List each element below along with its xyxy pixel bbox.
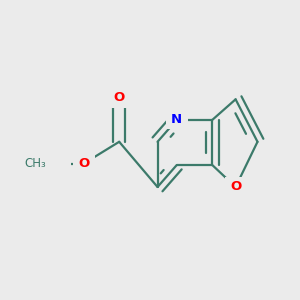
Text: CH₃: CH₃ <box>25 157 46 170</box>
Text: O: O <box>78 157 89 170</box>
Text: O: O <box>230 181 241 194</box>
FancyBboxPatch shape <box>225 177 247 196</box>
FancyBboxPatch shape <box>108 88 130 107</box>
FancyBboxPatch shape <box>30 154 71 173</box>
FancyBboxPatch shape <box>73 154 94 173</box>
Text: O: O <box>114 92 125 104</box>
FancyBboxPatch shape <box>166 110 188 130</box>
Text: N: N <box>171 113 182 126</box>
